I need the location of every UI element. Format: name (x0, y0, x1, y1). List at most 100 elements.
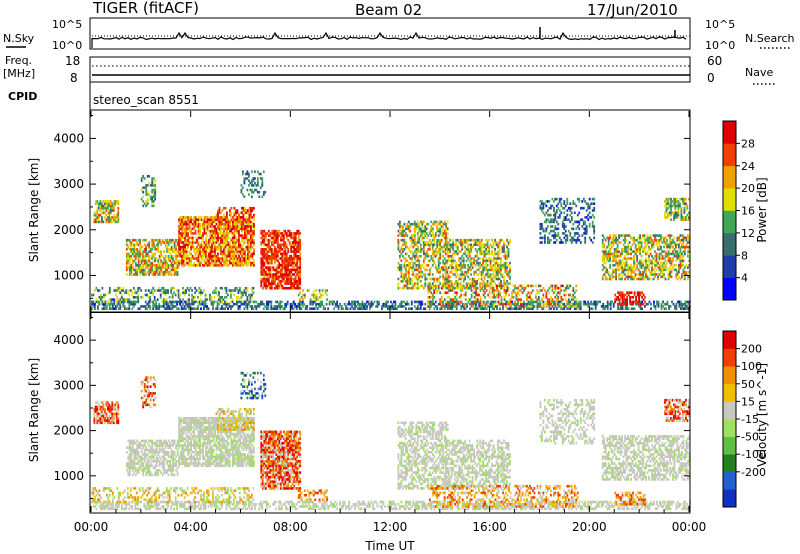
heatmap-cell (221, 254, 224, 258)
heatmap-cell (263, 234, 266, 237)
heatmap-cell (291, 286, 294, 290)
heatmap-cell (427, 241, 430, 244)
heatmap-cell (244, 211, 246, 215)
heatmap-cell (400, 259, 403, 263)
heatmap-cell (494, 300, 497, 304)
heatmap-cell (230, 296, 232, 299)
heatmap-cell (410, 286, 413, 290)
heatmap-cell (439, 307, 442, 310)
heatmap-cell (455, 241, 458, 244)
heatmap-cell (269, 270, 272, 274)
heatmap-cell (442, 286, 445, 290)
heatmap-cell (436, 243, 439, 247)
heatmap-cell (276, 305, 279, 308)
heatmap-cell (442, 268, 445, 272)
heatmap-cell (468, 238, 471, 242)
heatmap-cell (142, 250, 145, 253)
heatmap-cell (424, 243, 427, 247)
heatmap-cell (445, 291, 448, 294)
heatmap-cell (539, 225, 542, 228)
heatmap-cell (446, 277, 449, 281)
heatmap-cell (297, 277, 300, 281)
heatmap-cell (517, 302, 519, 306)
heatmap-cell (125, 268, 128, 272)
heatmap-cell (299, 245, 302, 249)
heatmap-cell (218, 261, 221, 265)
heatmap-cell (221, 243, 224, 247)
heatmap-cell (203, 241, 206, 244)
heatmap-cell (159, 289, 162, 292)
heatmap-cell (223, 234, 225, 237)
heatmap-cell (557, 216, 560, 219)
heatmap-cell (178, 264, 180, 267)
heatmap-cell (205, 236, 207, 240)
heatmap-cell (440, 266, 443, 269)
heatmap-cell (506, 284, 508, 288)
heatmap-cell (413, 261, 416, 265)
heatmap-cell (222, 307, 225, 310)
heatmap-cell (431, 252, 434, 256)
heatmap-cell (149, 298, 152, 301)
heatmap-cell (233, 250, 236, 253)
heatmap-cell (663, 302, 666, 306)
heatmap-cell (230, 236, 233, 240)
heatmap-cell (221, 220, 224, 224)
heatmap-cell (296, 282, 299, 285)
heatmap-cell (250, 206, 252, 210)
heatmap-cell (416, 234, 419, 237)
heatmap-cell (230, 245, 233, 249)
heatmap-cell (504, 257, 507, 260)
heatmap-cell (467, 238, 469, 242)
heatmap-cell (134, 296, 137, 299)
heatmap-cell (282, 280, 285, 283)
heatmap-cell (240, 296, 243, 299)
heatmap-cell (178, 259, 180, 263)
heatmap-cell (266, 268, 269, 272)
heatmap-cell (424, 273, 427, 276)
heatmap-cell (434, 286, 437, 290)
heatmap-cell (202, 225, 204, 228)
heatmap-cell (407, 307, 410, 310)
heatmap-cell (405, 275, 407, 279)
heatmap-cell (128, 305, 131, 308)
heatmap-cell (416, 245, 419, 249)
heatmap-cell (542, 229, 545, 233)
heatmap-cell (553, 206, 555, 210)
heatmap-cell (134, 302, 137, 306)
heatmap-cell (431, 245, 434, 249)
heatmap-cell (431, 229, 434, 233)
heatmap-cell (431, 282, 434, 285)
heatmap-cell (405, 266, 407, 269)
heatmap-cell (449, 275, 452, 279)
heatmap-cell (684, 307, 687, 310)
heatmap-cell (232, 222, 234, 226)
heatmap-cell (164, 238, 167, 242)
heatmap-cell (425, 243, 428, 247)
heatmap-cell (282, 266, 285, 269)
heatmap-cell (276, 307, 279, 310)
heatmap-cell (503, 264, 505, 267)
heatmap-cell (157, 268, 160, 272)
heatmap-cell (171, 293, 174, 297)
heatmap-cell (491, 286, 494, 290)
heatmap-cell (555, 227, 558, 231)
heatmap-cell (587, 300, 590, 304)
heatmap-cell (117, 209, 120, 212)
heatmap-cell (366, 300, 368, 304)
heatmap-cell (609, 305, 612, 308)
heatmap-cell (200, 289, 202, 292)
heatmap-cell (203, 259, 206, 263)
heatmap-cell (288, 229, 291, 233)
heatmap-cell (553, 241, 555, 244)
heatmap-cell (293, 282, 296, 285)
heatmap-cell (206, 243, 209, 247)
heatmap-cell (299, 241, 302, 244)
heatmap-cell (503, 241, 505, 244)
heatmap-cell (261, 286, 264, 290)
heatmap-cell (152, 291, 155, 294)
heatmap-cell (285, 232, 288, 235)
heatmap-cell (273, 261, 276, 265)
heatmap-cell (480, 243, 483, 247)
heatmap-cell (137, 300, 140, 304)
heatmap-cell (163, 273, 166, 276)
